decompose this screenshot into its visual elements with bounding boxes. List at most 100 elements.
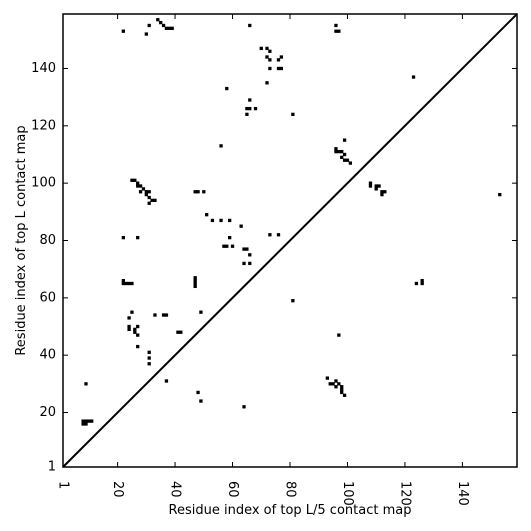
- contact-point: [164, 379, 169, 383]
- contact-point: [248, 23, 252, 28]
- contact-point: [276, 66, 281, 71]
- y-tick-label: 140: [31, 61, 56, 76]
- contact-point: [337, 29, 341, 33]
- contact-point: [342, 158, 347, 162]
- contact-point: [276, 233, 281, 237]
- contact-point: [156, 18, 160, 22]
- contact-point: [127, 316, 131, 320]
- contact-point: [225, 244, 229, 248]
- contact-point: [279, 55, 284, 59]
- contact-point: [340, 390, 344, 395]
- x-tick-label: 60: [225, 481, 240, 498]
- contact-point: [170, 26, 174, 30]
- contact-point: [87, 419, 91, 423]
- contact-point: [144, 192, 148, 197]
- x-axis-label: Residue index of top L/5 contact map: [169, 503, 412, 518]
- contact-point: [144, 32, 148, 36]
- contact-point: [130, 178, 134, 182]
- contact-point: [193, 281, 197, 286]
- x-tick-label: 140: [455, 481, 470, 506]
- contact-point: [334, 29, 338, 33]
- contact-point: [334, 23, 338, 28]
- contact-point: [268, 49, 272, 53]
- contact-point: [334, 385, 338, 389]
- contact-point: [248, 98, 252, 102]
- contact-point: [121, 235, 125, 240]
- y-tick-label: 80: [39, 233, 56, 248]
- contact-point: [136, 333, 140, 337]
- contact-point: [368, 181, 373, 185]
- contact-point: [153, 313, 157, 317]
- contact-point: [147, 356, 151, 360]
- contact-point: [342, 138, 347, 142]
- contact-point: [342, 152, 347, 157]
- contact-point: [334, 379, 338, 383]
- contact-point: [253, 106, 258, 111]
- contact-point: [334, 149, 338, 154]
- contact-point: [161, 313, 166, 317]
- contact-point: [279, 66, 284, 71]
- y-tick-label: 60: [39, 290, 56, 305]
- contact-point: [337, 149, 341, 154]
- contact-point: [202, 190, 206, 194]
- contact-point: [340, 385, 344, 389]
- contact-point: [147, 190, 151, 194]
- contact-point: [420, 278, 424, 283]
- contact-point: [242, 261, 246, 266]
- y-tick-label: 20: [39, 405, 56, 420]
- contact-point: [242, 405, 246, 409]
- x-tick-label: 1: [56, 481, 71, 489]
- contact-point: [147, 362, 151, 366]
- contact-point: [377, 184, 381, 188]
- x-tick-label: 100: [340, 481, 355, 506]
- contact-point: [340, 155, 344, 159]
- contact-point: [147, 23, 151, 28]
- contact-point: [193, 276, 197, 280]
- contact-point: [248, 106, 252, 111]
- contact-point: [121, 281, 125, 286]
- contact-point: [193, 278, 197, 283]
- contact-point: [127, 324, 131, 329]
- contact-point: [133, 330, 137, 334]
- diagonal-line: [62, 13, 518, 468]
- contact-point: [374, 184, 378, 188]
- contact-point: [268, 233, 272, 237]
- x-tick-label: 40: [168, 481, 183, 498]
- contact-point: [265, 81, 269, 85]
- contact-point: [205, 213, 209, 217]
- contact-point: [136, 324, 140, 329]
- contact-point: [133, 178, 137, 182]
- contact-point: [147, 350, 151, 354]
- contact-point: [328, 382, 332, 386]
- contact-point: [138, 184, 143, 188]
- y-tick-label: 120: [31, 118, 56, 133]
- contact-point: [210, 218, 215, 223]
- contact-point: [414, 281, 419, 286]
- contact-point: [222, 244, 226, 248]
- contact-point: [248, 261, 252, 266]
- contact-point: [164, 26, 169, 30]
- contact-point: [348, 161, 352, 165]
- contact-point: [245, 106, 249, 111]
- contact-point: [199, 310, 203, 314]
- contact-point: [265, 46, 269, 51]
- contact-point: [176, 330, 180, 334]
- contact-point: [228, 218, 232, 223]
- contact-point: [150, 198, 154, 203]
- contact-point: [144, 190, 148, 194]
- contact-point: [138, 190, 143, 194]
- contact-point: [164, 313, 169, 317]
- contact-point: [159, 20, 163, 25]
- contact-point: [167, 26, 171, 30]
- contact-point: [219, 144, 223, 148]
- contact-point: [268, 58, 272, 62]
- contact-point: [219, 218, 223, 223]
- contact-point: [196, 190, 200, 194]
- contact-point: [331, 382, 335, 386]
- contact-point: [124, 281, 128, 286]
- contact-point: [265, 55, 269, 59]
- contact-point: [153, 198, 157, 203]
- contact-point: [245, 247, 249, 251]
